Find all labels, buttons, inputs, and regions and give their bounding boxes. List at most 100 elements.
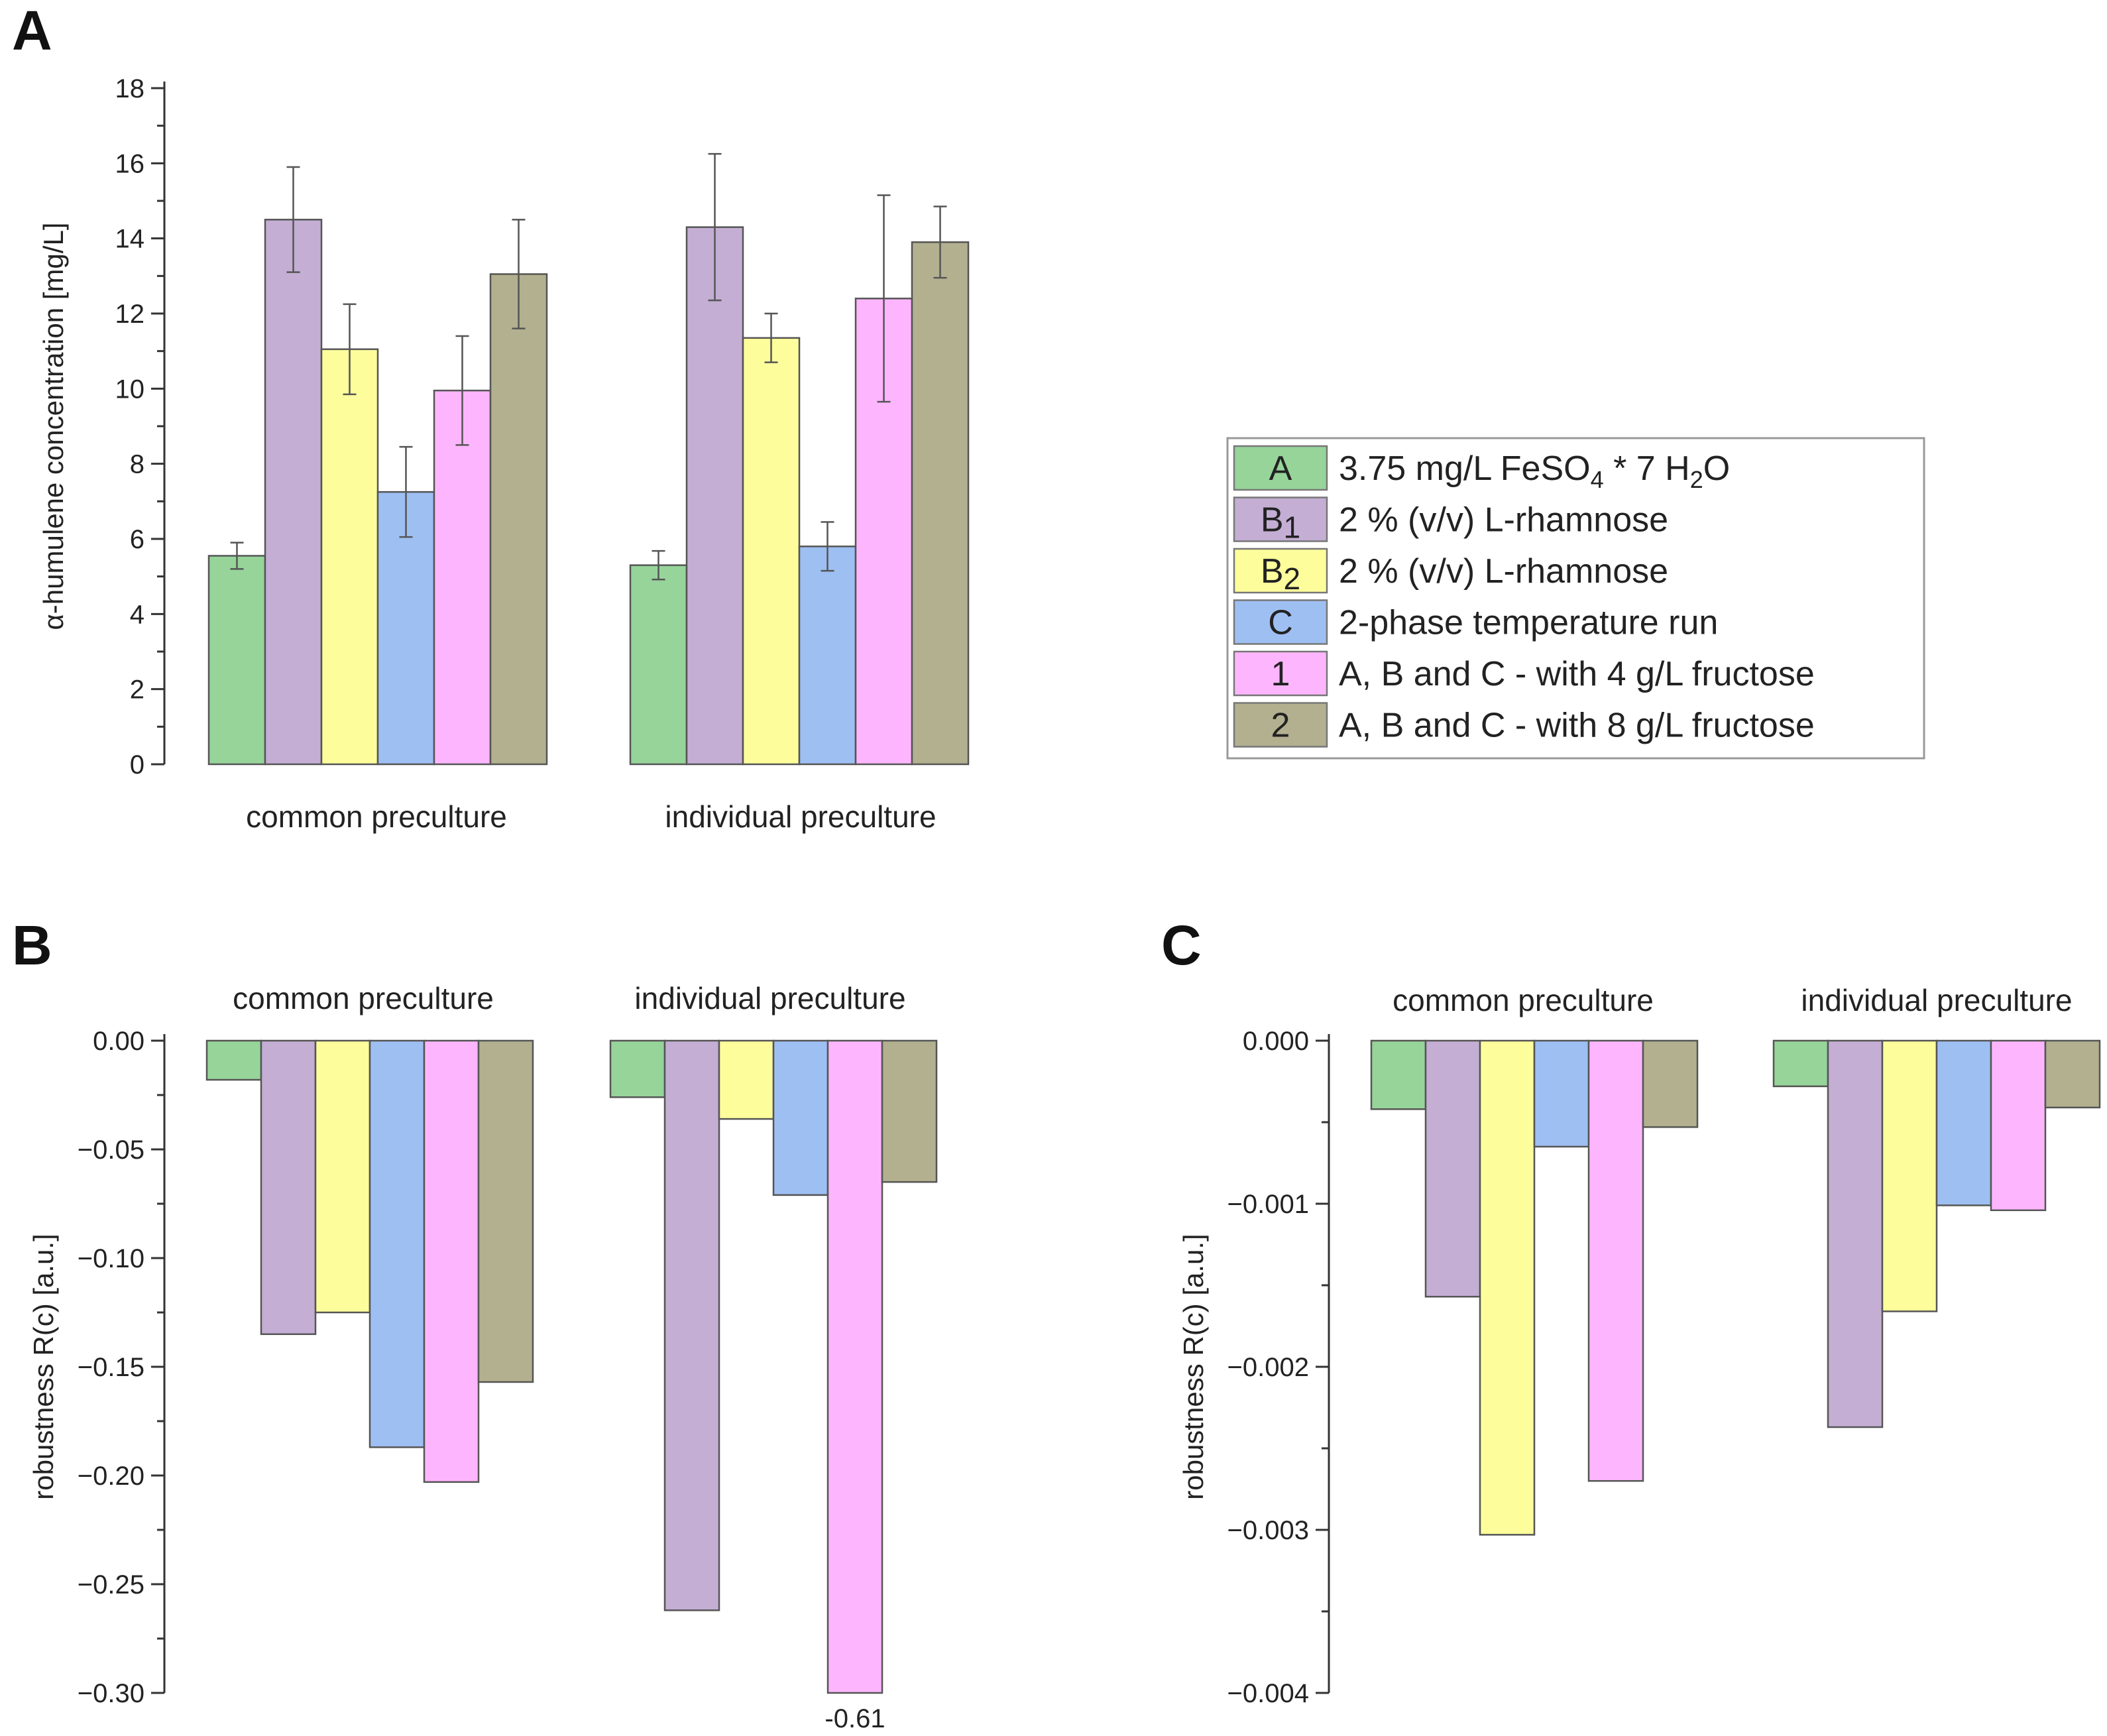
bar-value-label: -0.61 — [825, 1704, 885, 1733]
group-label: individual preculture — [665, 799, 936, 834]
chart-b: 0.00 −0.05 −0.10 −0.15 −0.20 −0.25 −0.30 robust… — [28, 981, 938, 1733]
bar-1-common — [423, 1039, 480, 1483]
y-tick-label: 0 — [130, 750, 144, 780]
bar-A-common — [207, 555, 266, 766]
y-tick-label: −0.05 — [78, 1135, 144, 1165]
y-tick-label: 18 — [115, 74, 145, 103]
legend-item: B2 2 % (v/v) L-rhamnose — [1233, 548, 1668, 596]
legend-code: 2 — [1271, 707, 1290, 745]
legend-subscript: 4 — [1591, 466, 1604, 493]
legend-code: A — [1269, 449, 1292, 488]
group-label: common preculture — [233, 981, 494, 1015]
y-tick-label: −0.10 — [78, 1244, 144, 1273]
legend-swatch — [1233, 702, 1328, 748]
group-label: common preculture — [246, 799, 507, 834]
y-tick-label: −0.15 — [78, 1353, 144, 1382]
y-tick-label: 6 — [130, 525, 144, 554]
bar-1-common — [1587, 1039, 1644, 1482]
bar-B2-individual — [718, 1039, 775, 1120]
legend-item: A 3.75 mg/L FeSO4 * 7 H2O — [1233, 445, 1730, 493]
legend-item: 1 A, B and C - with 4 g/L fructose — [1233, 650, 1815, 697]
y-tick-label: −0.002 — [1227, 1353, 1309, 1382]
y-tick-label: 0.000 — [1243, 1027, 1309, 1056]
y-tick-label: −0.25 — [78, 1570, 144, 1599]
bar-B1-common — [1424, 1039, 1481, 1298]
bar-2-common — [1642, 1039, 1699, 1128]
legend-code: 1 — [1271, 655, 1290, 693]
legend-swatch — [1233, 650, 1328, 697]
bar-B2-common — [320, 348, 379, 766]
bar-B1-individual — [685, 226, 744, 766]
group-label: individual preculture — [1801, 983, 2072, 1017]
group-label: individual preculture — [634, 981, 905, 1015]
bar-1-individual — [1990, 1039, 2047, 1212]
bar-A-individual — [629, 564, 688, 766]
y-tick-label: 12 — [115, 300, 145, 329]
bar-A-common — [1370, 1039, 1427, 1110]
bar-B2-individual — [742, 337, 801, 766]
bar-C-common — [1533, 1039, 1590, 1148]
bar-B1-common — [264, 219, 323, 766]
bar-B1-common — [260, 1039, 317, 1336]
panel-letter-b: B — [12, 914, 52, 976]
legend-code-subscript: 1 — [1284, 510, 1301, 545]
panel-letter-a: A — [12, 0, 52, 62]
legend-swatch — [1233, 599, 1328, 645]
bar-2-individual — [881, 1039, 938, 1183]
y-tick-label: −0.004 — [1227, 1679, 1309, 1708]
bar-B2-common — [1479, 1039, 1536, 1536]
bar-2-common — [489, 273, 548, 766]
bar-2-individual — [911, 241, 970, 766]
legend-label: 3.75 mg/L FeSO4 * 7 H2O — [1339, 449, 1730, 493]
bar-B1-individual — [1827, 1039, 1884, 1428]
bar-A-individual — [609, 1039, 666, 1098]
bar-1-individual — [826, 1039, 883, 1694]
legend-label: 2 % (v/v) L-rhamnose — [1339, 501, 1668, 540]
legend-swatch — [1233, 445, 1328, 491]
legend-subscript: 2 — [1690, 466, 1703, 493]
bar-B2-individual — [1881, 1039, 1938, 1312]
bar-2-individual — [2044, 1039, 2101, 1109]
bar-C-individual — [798, 546, 857, 766]
y-tick-label: 14 — [115, 225, 145, 254]
legend-item: B1 2 % (v/v) L-rhamnose — [1233, 496, 1668, 545]
y-axis-label: α-humulene concentration [mg/L] — [38, 223, 69, 630]
bar-A-individual — [1772, 1039, 1829, 1088]
legend-item: 2 A, B and C - with 8 g/L fructose — [1233, 702, 1815, 748]
legend-swatch — [1233, 496, 1328, 542]
group-label: common preculture — [1393, 983, 1654, 1017]
bar-B2-common — [314, 1039, 371, 1314]
y-tick-label: 16 — [115, 149, 145, 178]
legend-label: A, B and C - with 4 g/L fructose — [1339, 655, 1815, 693]
y-axis-label: robustness R(c) [a.u.] — [28, 1234, 59, 1499]
chart-a: 0 2 4 6 8 10 12 14 16 18 α-humulene concentration … — [38, 74, 970, 834]
legend-code-subscript: 2 — [1284, 561, 1301, 596]
panel-letter-c: C — [1161, 914, 1202, 976]
bar-C-individual — [1935, 1039, 1992, 1206]
legend-label-tail: O — [1703, 449, 1730, 488]
legend-item: C 2-phase temperature run — [1233, 599, 1718, 645]
y-tick-label: 10 — [115, 375, 145, 404]
bar-2-common — [477, 1039, 534, 1383]
legend-label: 2 % (v/v) L-rhamnose — [1339, 552, 1668, 591]
y-tick-label: −0.001 — [1227, 1190, 1309, 1219]
legend-label-mid: * 7 H — [1604, 449, 1690, 488]
bar-1-common — [433, 389, 492, 766]
y-axis-label: robustness R(c) [a.u.] — [1178, 1234, 1209, 1499]
bar-A-common — [205, 1039, 262, 1081]
bar-B1-individual — [663, 1039, 720, 1611]
legend-swatch — [1233, 548, 1328, 594]
legend-code: C — [1268, 604, 1293, 642]
chart-c: 0.000 −0.001 −0.002 −0.003 −0.004 robustness … — [1178, 983, 2101, 1708]
y-tick-label: 0.00 — [93, 1027, 144, 1056]
y-tick-label: 2 — [130, 675, 144, 705]
legend-box — [1226, 437, 1925, 760]
legend-label: A, B and C - with 8 g/L fructose — [1339, 707, 1815, 745]
legend-label: 2-phase temperature run — [1339, 604, 1718, 642]
y-tick-label: −0.30 — [78, 1679, 144, 1708]
y-tick-label: 8 — [130, 450, 144, 479]
y-tick-label: −0.20 — [78, 1462, 144, 1491]
y-tick-label: −0.003 — [1227, 1516, 1309, 1545]
